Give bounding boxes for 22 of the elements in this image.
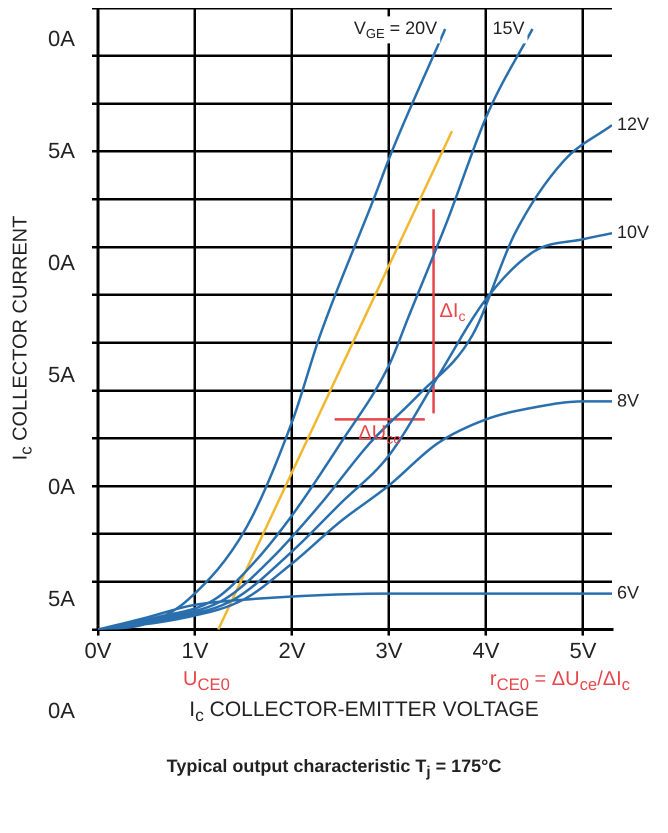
series-label: 6V <box>617 582 640 603</box>
x-tick-label: 5V <box>569 638 597 663</box>
text: U$_{CE0}$ <box>183 668 230 695</box>
text: 5A <box>48 362 75 388</box>
text: 0A <box>48 474 75 500</box>
text: 5A <box>48 138 75 164</box>
x-axis-title: I$_{c}$ COLLECTOR-EMITTER VOLTAGE <box>189 698 539 726</box>
x-tick-label: 3V <box>375 638 403 663</box>
series-label: 15V <box>492 18 524 38</box>
text: 0A <box>48 26 75 52</box>
text: 0A <box>48 250 75 276</box>
series-label: 8V <box>617 390 640 410</box>
text: 5A <box>48 586 75 612</box>
series-label: 12V <box>617 114 650 134</box>
x-tick-label: 2V <box>278 638 306 663</box>
text: Typical output characteristic T$_{j}$ = 175°C <box>166 756 502 781</box>
series-label: 10V <box>617 222 650 242</box>
text: 0A <box>48 698 75 724</box>
x-tick-label: 4V <box>472 638 500 663</box>
text: r$_{CE0}$ = ΔU$_{ce}$/ΔI$_{c}$ <box>490 668 630 695</box>
x-tick-label: 0V <box>84 638 112 663</box>
x-tick-label: 1V <box>182 638 209 663</box>
